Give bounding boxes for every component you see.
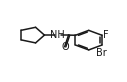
Text: NH: NH [50, 30, 65, 40]
Text: Br: Br [96, 48, 106, 58]
Text: O: O [61, 42, 69, 52]
Text: F: F [103, 30, 109, 40]
